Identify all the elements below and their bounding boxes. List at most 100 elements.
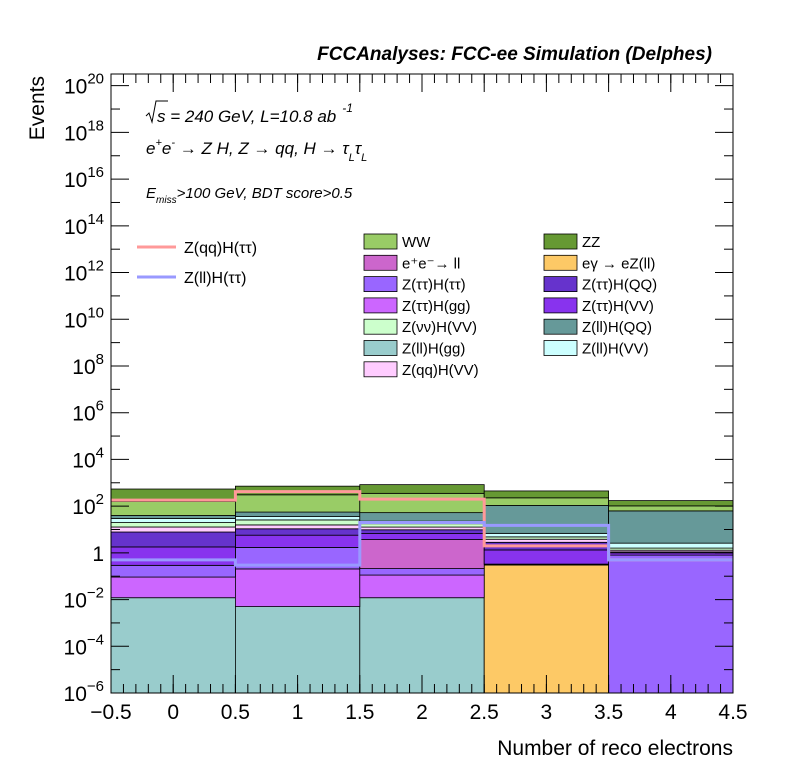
bar-6-bin-0 — [110, 531, 236, 548]
bar-10-bin-0 — [110, 515, 236, 519]
x-tick-label: 1.5 — [345, 701, 374, 724]
sqrt-icon — [145, 100, 168, 124]
legend-signal-label: Z(qq)H(ττ) — [184, 240, 257, 257]
bar-5-bin-1 — [234, 534, 361, 548]
bar-11-bin-0 — [110, 500, 236, 516]
legend-swatch — [363, 340, 398, 356]
legend-swatch — [363, 276, 398, 293]
bar-9-bin-1 — [234, 516, 361, 521]
bar-3-bin-4 — [608, 554, 734, 694]
legend-swatch — [543, 297, 578, 314]
y-axis-label: Events — [26, 76, 49, 140]
signal-lines — [111, 490, 733, 567]
x-tick-label: 3.5 — [594, 701, 623, 724]
legend-label: ZZ — [582, 234, 600, 251]
legend: Z(qq)H(ττ) Z(ll)H(ττ) WW e⁺e⁻→ ll Z(ττ)H(ττ)… — [137, 233, 657, 379]
bar-6-bin-1 — [234, 528, 361, 536]
bar-9-bin-3 — [483, 532, 610, 538]
bar-2-bin-2 — [359, 574, 485, 599]
legend-swatch — [543, 233, 578, 250]
bar-12-bin-2 — [359, 484, 485, 494]
y-tick-label: 1014 — [64, 211, 104, 239]
x-tick-label: 4 — [665, 701, 677, 724]
bar-4-bin-2 — [359, 539, 485, 569]
bar-7-bin-3 — [483, 538, 610, 543]
x-tick-label: 2 — [416, 701, 428, 724]
bar-12-bin-3 — [483, 490, 610, 499]
y-tick-label: 106 — [72, 398, 104, 426]
legend-swatch — [363, 297, 398, 314]
bar-11-bin-2 — [359, 492, 485, 514]
bar-10-bin-1 — [234, 511, 361, 517]
bar-5-bin-3 — [483, 549, 610, 565]
y-tick-label: 10−4 — [64, 631, 104, 659]
y-axis-ticks: 10−6 10−4 10−2 1 102 104 106 108 1010 1012 1014 101… — [64, 71, 733, 706]
x-axis-ticks: −0.5 0 0.5 1 1.5 2 2.5 3 3.5 4 4.5 — [90, 74, 748, 724]
legend-swatch — [363, 254, 398, 271]
bar-12-bin-4 — [608, 500, 734, 507]
legend-swatch — [543, 276, 578, 293]
y-tick-label: 1016 — [64, 164, 104, 192]
y-tick-label: 10−2 — [64, 585, 104, 613]
selection-annotation: Emiss>100 GeV, BDT score>0.5 — [146, 185, 353, 206]
x-axis-label: Number of reco electrons — [497, 737, 733, 760]
energy-s: s — [157, 107, 166, 126]
y-tick-label: 102 — [72, 491, 104, 519]
legend-label: Z(ll)H(gg) — [402, 341, 465, 358]
bar-6-bin-2 — [359, 529, 485, 534]
bar-11-bin-3 — [483, 497, 610, 506]
legend-swatch — [363, 361, 398, 378]
bar-10-bin-2 — [359, 512, 485, 522]
legend-signal-label: Z(ll)H(ττ) — [184, 270, 246, 287]
legend-label: Z(ττ)H(gg) — [402, 298, 471, 315]
legend-swatch — [543, 340, 578, 356]
x-tick-label: 0.5 — [221, 701, 250, 724]
energy-text: = 240 GeV, L=10.8 ab — [166, 107, 337, 126]
y-tick-label: 10−6 — [64, 678, 104, 706]
bar-8-bin-2 — [359, 523, 485, 528]
y-tick-label: 108 — [72, 351, 104, 379]
bar-9-bin-4 — [608, 542, 734, 549]
legend-swatch — [363, 233, 398, 250]
legend-label: Z(ττ)H(QQ) — [582, 277, 657, 294]
bar-8-bin-1 — [234, 519, 361, 526]
y-tick-label: 1010 — [64, 304, 104, 332]
legend-label: Z(ττ)H(ττ) — [402, 277, 466, 294]
legend-label: Z(qq)H(VV) — [402, 362, 479, 379]
energy-lumi-exp: -1 — [342, 101, 353, 115]
bar-1-bin-3 — [483, 564, 610, 694]
x-tick-label: 1 — [292, 701, 304, 724]
legend-label: Z(ll)H(QQ) — [582, 319, 652, 336]
x-tick-label: 0 — [167, 701, 179, 724]
legend-label: Z(ll)H(VV) — [582, 341, 649, 358]
legend-swatch — [543, 254, 578, 271]
bar-5-bin-2 — [359, 533, 485, 540]
legend-label: eγ → eZ(ll) — [582, 255, 655, 272]
y-tick-label: 1018 — [64, 117, 104, 145]
bar-2-bin-0 — [110, 576, 236, 599]
bar-3-bin-2 — [359, 568, 485, 576]
bar-11-bin-4 — [608, 505, 734, 512]
legend-label: Z(νν)H(VV) — [402, 319, 477, 336]
y-tick-label: 104 — [72, 444, 104, 472]
bar-2-bin-1 — [234, 568, 361, 607]
energy-annotation: s = 240 GeV, L=10.8 ab -1 — [145, 100, 353, 126]
legend-label: WW — [402, 234, 431, 251]
signal-line-1 — [111, 520, 733, 567]
y-tick-label: 1 — [92, 543, 104, 566]
svg-text:s = 240 GeV, L=10.8 ab-1: s = 240 GeV, L=10.8 ab -1 — [157, 101, 353, 126]
bar-10-bin-3 — [483, 505, 610, 534]
y-tick-label: 1012 — [64, 258, 104, 286]
legend-swatch — [363, 318, 398, 335]
legend-label: e⁺e⁻→ ll — [402, 255, 460, 272]
bar-7-bin-2 — [359, 526, 485, 531]
histogram-bars — [110, 484, 734, 694]
bar-7-bin-1 — [234, 524, 361, 530]
bar-11-bin-1 — [234, 494, 361, 513]
y-tick-label: 1020 — [64, 71, 104, 99]
bar-3-bin-0 — [110, 564, 236, 578]
legend-swatch — [543, 318, 578, 335]
bar-5-bin-0 — [110, 546, 236, 566]
legend-label: Z(ττ)H(VV) — [582, 298, 654, 315]
